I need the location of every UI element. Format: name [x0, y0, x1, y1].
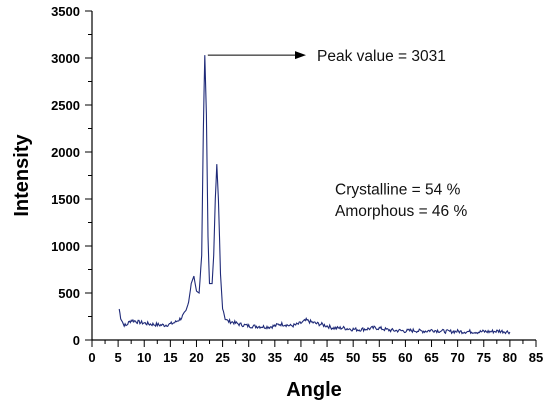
y-tick-label: 2000 — [51, 145, 80, 160]
x-tick-label: 75 — [477, 350, 491, 365]
amorphous-label: Amorphous = 46 % — [335, 203, 467, 220]
peak-arrow-head — [295, 51, 306, 60]
x-tick-label: 20 — [189, 350, 203, 365]
x-tick-label: 70 — [450, 350, 464, 365]
x-tick-label: 5 — [115, 350, 122, 365]
y-tick-label: 1500 — [51, 192, 80, 207]
crystalline-label: Crystalline = 54 % — [335, 182, 461, 199]
x-tick-label: 35 — [268, 350, 282, 365]
x-tick-label: 0 — [88, 350, 95, 365]
y-tick-label: 500 — [58, 286, 80, 301]
series-line — [118, 55, 511, 335]
x-tick-label: 45 — [320, 350, 334, 365]
x-tick-label: 85 — [529, 350, 543, 365]
x-tick-label: 30 — [241, 350, 255, 365]
y-tick-label: 2500 — [51, 98, 80, 113]
x-axis-ticks: 0 5 10 15 20 25 30 35 40 45 50 55 60 65 70 75 80 85 — [88, 340, 543, 365]
x-tick-label: 55 — [372, 350, 386, 365]
peak-value-label: Peak value = 3031 — [317, 48, 446, 65]
x-tick-label: 80 — [503, 350, 517, 365]
x-tick-label: 25 — [215, 350, 229, 365]
y-axis-ticks: 0 500 1000 1500 2000 2500 3000 3500 — [51, 4, 92, 348]
y-tick-label: 3000 — [51, 51, 80, 66]
x-tick-label: 50 — [346, 350, 360, 365]
x-tick-label: 15 — [163, 350, 177, 365]
y-tick-label: 3500 — [51, 4, 80, 19]
x-axis-title: Angle — [286, 379, 342, 401]
y-axis-title: Intensity — [11, 134, 33, 217]
x-tick-label: 60 — [398, 350, 412, 365]
x-tick-label: 65 — [424, 350, 438, 365]
y-tick-label: 1000 — [51, 239, 80, 254]
x-tick-label: 40 — [294, 350, 308, 365]
y-tick-label: 0 — [73, 333, 80, 348]
x-tick-label: 10 — [137, 350, 151, 365]
